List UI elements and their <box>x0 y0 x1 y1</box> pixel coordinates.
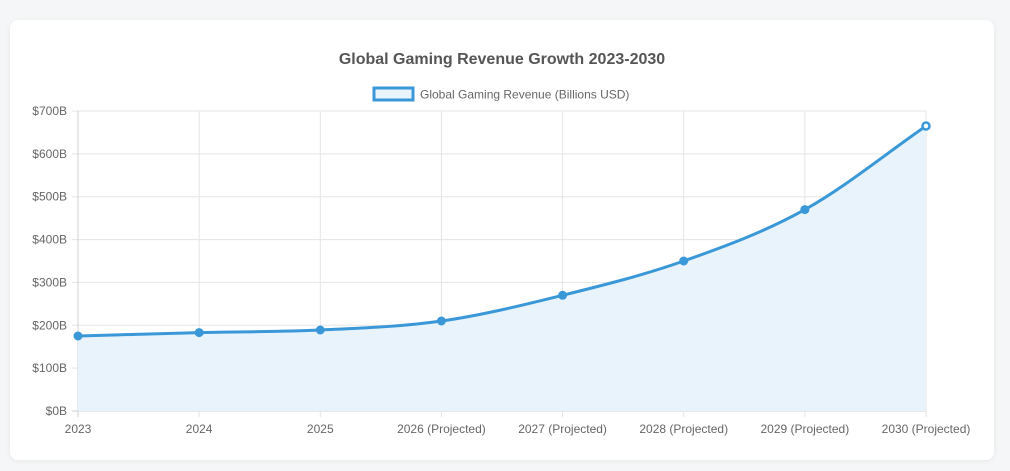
data-point-2026[interactable] <box>436 316 446 326</box>
y-tick-label: $100B <box>32 361 67 375</box>
chart-title: Global Gaming Revenue Growth 2023-2030 <box>339 51 665 68</box>
x-tick-label: 2029 (Projected) <box>760 422 849 436</box>
y-tick-label: $500B <box>32 190 67 204</box>
data-point-2028[interactable] <box>679 256 689 266</box>
y-tick-label: $400B <box>32 233 67 247</box>
x-tick-label: 2027 (Projected) <box>518 422 607 436</box>
y-tick-label: $200B <box>32 318 67 332</box>
legend-swatch[interactable] <box>372 86 415 102</box>
data-point-2025[interactable] <box>315 325 325 335</box>
series-area <box>78 126 926 411</box>
data-point-2024[interactable] <box>194 328 204 338</box>
x-tick-label: 2023 <box>65 422 92 436</box>
x-tick-label: 2026 (Projected) <box>397 422 486 436</box>
data-points[interactable] <box>73 121 931 341</box>
legend-label[interactable]: Global Gaming Revenue (Billions USD) <box>420 88 629 102</box>
legend[interactable]: Global Gaming Revenue (Billions USD) <box>372 86 629 102</box>
x-tick-label: 2025 <box>307 422 334 436</box>
y-tick-label: $600B <box>32 147 67 161</box>
y-tick-label: $300B <box>32 275 67 289</box>
series-line <box>77 124 927 338</box>
data-point-2027[interactable] <box>558 290 568 300</box>
y-axis: $0B $100B $200B $300B $400B $500B $600B $700B <box>32 104 67 418</box>
y-tick-label: $0B <box>46 404 67 418</box>
data-point-2030[interactable] <box>921 121 931 131</box>
x-tick-label: 2028 (Projected) <box>639 422 728 436</box>
data-point-2023[interactable] <box>73 331 83 341</box>
x-axis: 2023 2024 2025 2026 (Projected) 2027 (Projec… <box>65 422 971 436</box>
y-tick-label: $700B <box>32 104 67 118</box>
data-point-2029[interactable] <box>800 205 810 215</box>
x-tick-label: 2030 (Projected) <box>882 422 971 436</box>
x-tick-label: 2024 <box>186 422 213 436</box>
